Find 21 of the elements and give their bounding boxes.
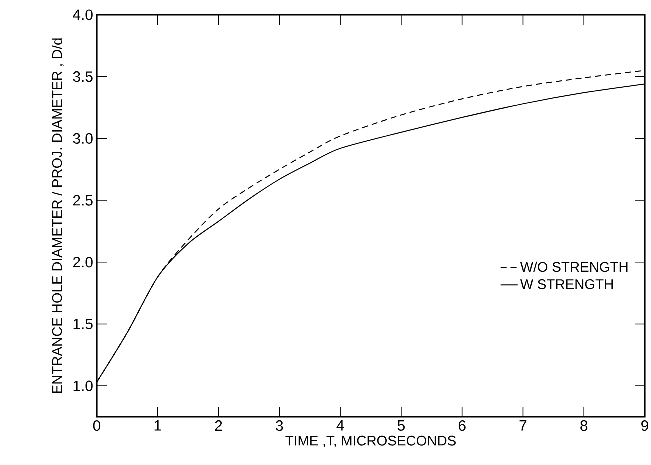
x-tick-label: 1 bbox=[154, 420, 162, 431]
y-tick-label: 1.5 bbox=[74, 319, 93, 330]
x-tick-label: 4 bbox=[336, 420, 344, 431]
x-tick-label: 3 bbox=[276, 420, 284, 432]
y-tick-label: 2.5 bbox=[73, 195, 93, 206]
x-tick-label: 7 bbox=[520, 420, 527, 431]
y-tick-label: 3.5 bbox=[73, 72, 93, 82]
x-tick-label: 0 bbox=[93, 420, 101, 432]
x-tick-label: 9 bbox=[642, 420, 648, 432]
legend-label: W STRENGTH bbox=[520, 279, 613, 290]
legend-label: W/O STRENGTH bbox=[520, 262, 628, 272]
x-tick-label: 6 bbox=[458, 420, 466, 432]
y-tick-label: 3.0 bbox=[73, 133, 93, 144]
y-axis-title: ENTRANCE HOLE DIAMETER / PROJ. DIAMETER , D/d bbox=[52, 38, 64, 394]
x-tick-label: 5 bbox=[398, 420, 405, 431]
x-axis-title: TIME ,T, MICROSECONDS bbox=[286, 436, 456, 448]
y-tick-label: 1.0 bbox=[74, 380, 93, 392]
y-tick-label: 4.0 bbox=[73, 10, 93, 20]
x-tick-label: 8 bbox=[580, 420, 588, 432]
x-tick-label: 2 bbox=[215, 420, 222, 431]
y-tick-label: 2.0 bbox=[73, 257, 93, 268]
